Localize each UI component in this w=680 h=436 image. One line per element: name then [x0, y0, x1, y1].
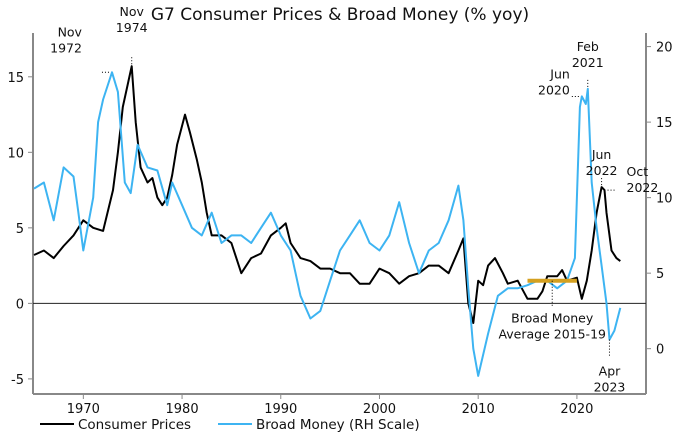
y-left-tick-label: 5 — [16, 222, 24, 237]
annotation-label: 1972 — [50, 40, 82, 55]
x-tick-label: 2020 — [560, 402, 593, 417]
annotation-label: 2020 — [538, 82, 570, 97]
legend-label-broad-money: Broad Money (RH Scale) — [256, 417, 420, 433]
y-right-tick-label: 15 — [656, 116, 673, 131]
y-right-tick-label: 0 — [656, 343, 664, 358]
y-left-tick-label: 10 — [7, 146, 24, 161]
annotation-label: Average 2015-19 — [498, 327, 606, 342]
x-tick-label: 1970 — [67, 402, 100, 417]
annotation-label: 2021 — [572, 55, 604, 70]
x-tick-label: 1980 — [166, 402, 199, 417]
y-left-tick-label: -5 — [11, 373, 24, 388]
annotation-label: 2022 — [627, 180, 659, 195]
annotation-label: Apr — [599, 364, 621, 379]
annotation-label: 2023 — [594, 380, 626, 395]
annotation-label: Nov — [120, 4, 145, 19]
annotation-label: Feb — [577, 39, 599, 54]
annotation-label: Broad Money — [511, 311, 594, 326]
annotation-label: Nov — [58, 24, 83, 39]
y-right-tick-label: 20 — [656, 41, 673, 56]
series-line-consumer-prices — [33, 65, 621, 324]
x-tick-label: 1990 — [264, 402, 297, 417]
y-right-tick-label: 10 — [656, 192, 673, 207]
annotation-label: Jun — [549, 66, 570, 81]
annotation-label: 1974 — [116, 20, 148, 35]
annotation-label: Oct — [627, 164, 649, 179]
annotation-label: Jun — [591, 147, 612, 162]
y-left-tick-label: 0 — [16, 297, 24, 312]
legend-label-consumer-prices: Consumer Prices — [78, 417, 191, 433]
chart-title: G7 Consumer Prices & Broad Money (% yoy) — [151, 5, 529, 25]
y-left-tick-label: 15 — [7, 71, 24, 86]
x-tick-label: 2010 — [462, 402, 495, 417]
annotation-label: 2022 — [586, 163, 618, 178]
y-right-tick-label: 5 — [656, 267, 664, 282]
x-tick-label: 2000 — [363, 402, 396, 417]
legend: Consumer Prices Broad Money (RH Scale) — [40, 417, 420, 433]
